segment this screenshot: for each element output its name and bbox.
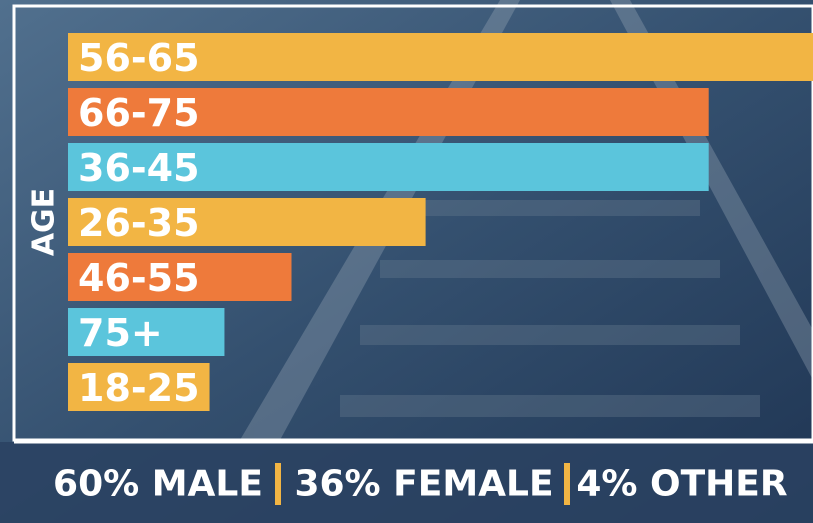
bar-label: 18-25 xyxy=(78,366,200,410)
bar xyxy=(68,308,225,356)
bar-label: 56-65 xyxy=(78,36,200,80)
separator xyxy=(275,463,281,505)
bar-label: 75+ xyxy=(78,311,163,355)
bar-label: 66-75 xyxy=(78,91,200,135)
bar-label: 46-55 xyxy=(78,256,200,300)
footer: 60% MALE 36% FEMALE 4% OTHER xyxy=(53,463,788,505)
footer-text: 4% OTHER xyxy=(576,464,787,505)
bar xyxy=(68,363,210,411)
bars: 56-65 66-75 36-45 26-35 46-55 75+ 18-25 xyxy=(68,33,813,411)
bar-label: 26-35 xyxy=(78,201,200,245)
footer-text: 36% FEMALE xyxy=(294,464,553,505)
bar-label: 36-45 xyxy=(78,146,200,190)
bar xyxy=(68,198,426,246)
bar xyxy=(68,143,709,191)
bar xyxy=(68,33,813,81)
separator xyxy=(564,463,570,505)
axis-label: AGE xyxy=(27,188,62,256)
frame xyxy=(12,4,813,442)
bar xyxy=(68,253,292,301)
footer-text: 60% MALE xyxy=(53,464,263,505)
footer-band xyxy=(0,442,813,523)
bar xyxy=(68,88,709,136)
